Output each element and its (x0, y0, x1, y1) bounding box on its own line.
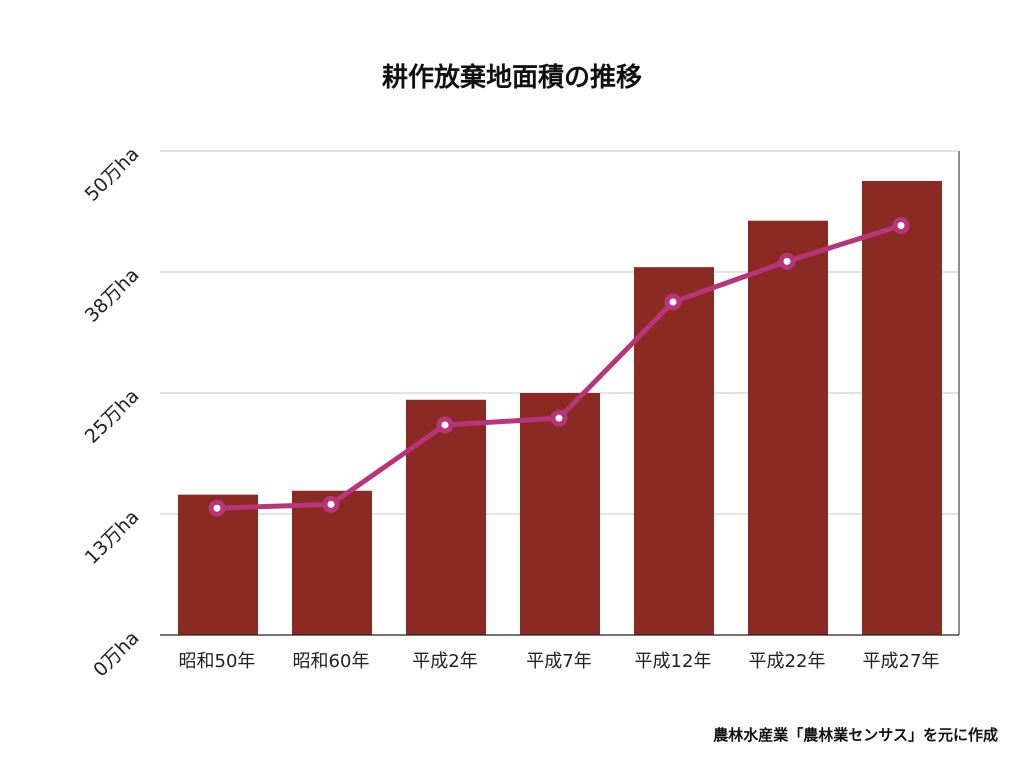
bar (406, 399, 486, 635)
bar (520, 393, 600, 635)
bar (292, 490, 372, 635)
line-point-center (783, 257, 791, 265)
line-point-center (213, 504, 221, 512)
y-tick-label: 50万ha (81, 143, 144, 206)
x-category-label: 平成12年 (635, 651, 712, 672)
bar (178, 494, 258, 635)
x-axis-categories: 昭和50年 昭和60年 平成2年 平成7年 平成12年 平成22年 平成27年 (179, 651, 940, 672)
x-category-label: 平成27年 (863, 651, 940, 672)
bar (862, 181, 942, 635)
line-point-center (897, 222, 905, 230)
y-tick-label: 0万ha (89, 627, 143, 681)
x-category-label: 平成7年 (526, 651, 591, 672)
x-category-label: 平成22年 (749, 651, 826, 672)
bar (634, 267, 714, 635)
source-note: 農林水産業「農林業センサス」を元に作成 (713, 726, 998, 744)
line-point-center (555, 414, 563, 422)
bar (748, 220, 828, 636)
y-axis-ticks: 0万ha 13万ha 25万ha 38万ha 50万ha (81, 143, 144, 681)
y-tick-label: 25万ha (81, 385, 144, 448)
x-category-label: 昭和60年 (293, 651, 370, 672)
x-category-label: 昭和50年 (179, 651, 256, 672)
line-series (208, 217, 910, 517)
bar-series (178, 181, 942, 636)
line-point-center (327, 500, 335, 508)
y-tick-label: 38万ha (81, 264, 144, 327)
line-point-center (669, 298, 677, 306)
x-category-label: 平成2年 (412, 651, 477, 672)
y-tick-label: 13万ha (81, 506, 144, 569)
line-point-center (441, 421, 449, 429)
axes (160, 151, 960, 636)
chart-title: 耕作放棄地面積の推移 (382, 62, 642, 93)
